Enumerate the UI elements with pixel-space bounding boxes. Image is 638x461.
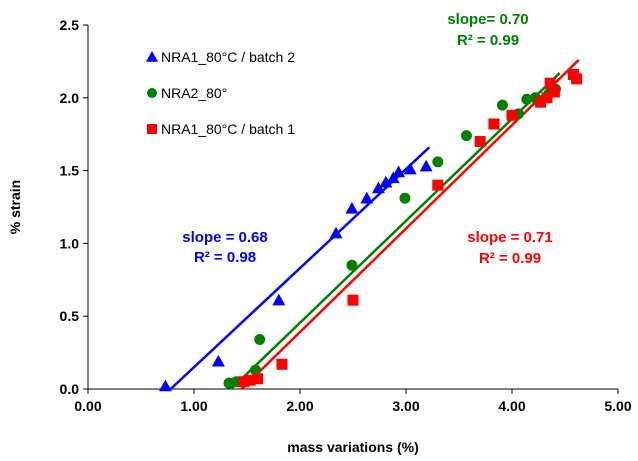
legend: NRA1_80°C / batch 2 NRA2_80° NRA1_80°C /… — [146, 49, 295, 137]
circle-marker — [254, 333, 266, 345]
legend-marker-triangle — [146, 51, 158, 62]
legend-marker-circle — [147, 88, 157, 98]
y-tick-label: 2.0 — [60, 90, 80, 106]
x-tick-label: 3.00 — [392, 398, 419, 414]
legend-item-batch1: NRA1_80°C / batch 1 — [147, 121, 295, 137]
y-axis-title: % strain — [7, 180, 23, 234]
axis-ticks: 0.00 1.00 2.00 3.00 4.00 5.00 0.0 0.5 1.0 1.5 2.0 2… — [60, 17, 632, 414]
circle-marker — [346, 259, 358, 271]
y-tick-label: 1.5 — [60, 163, 80, 179]
square-marker — [474, 135, 486, 147]
circle-marker — [249, 364, 261, 376]
circle-marker — [496, 99, 508, 111]
y-tick-label: 0.5 — [60, 308, 80, 324]
annotation-slope-batch2: slope = 0.68 — [182, 229, 267, 246]
y-tick-label: 1.0 — [60, 235, 80, 251]
triangle-marker — [272, 293, 286, 306]
fit-line — [169, 146, 431, 390]
legend-item-nra2: NRA2_80° — [147, 85, 227, 101]
legend-item-batch2: NRA1_80°C / batch 2 — [146, 49, 295, 65]
circle-marker — [460, 130, 472, 142]
legend-label: NRA1_80°C / batch 2 — [161, 49, 295, 65]
square-marker — [238, 376, 250, 388]
square-marker — [535, 96, 547, 108]
x-axis-title: mass variations (%) — [287, 439, 419, 455]
x-tick-label: 2.00 — [286, 398, 313, 414]
plot-area — [87, 25, 618, 390]
square-marker — [544, 77, 556, 89]
circle-marker — [521, 93, 533, 105]
data-points — [158, 69, 583, 392]
triangle-marker — [392, 165, 406, 178]
triangle-marker — [379, 175, 393, 188]
y-tick-label: 0.0 — [60, 381, 80, 397]
annotation-slope-batch1: slope = 0.71 — [467, 229, 552, 246]
legend-label: NRA1_80°C / batch 1 — [161, 121, 295, 137]
fit-line — [240, 59, 580, 390]
square-marker — [252, 373, 264, 385]
square-marker — [244, 374, 256, 386]
legend-label: NRA2_80° — [161, 85, 227, 101]
square-marker — [432, 179, 444, 191]
square-marker — [506, 109, 518, 121]
fit-line — [230, 72, 561, 390]
triangle-marker — [345, 201, 359, 214]
annotation-r2-batch1: R² = 0.99 — [479, 250, 541, 267]
x-tick-label: 5.00 — [604, 398, 631, 414]
square-marker — [548, 86, 560, 98]
square-marker — [571, 73, 583, 85]
annotations: slope = 0.68 R² = 0.98 slope= 0.70 R² = … — [182, 11, 552, 267]
triangle-marker — [211, 354, 225, 367]
x-tick-label: 4.00 — [498, 398, 525, 414]
x-tick-label: 0.00 — [74, 398, 101, 414]
square-marker — [488, 118, 500, 130]
square-marker — [276, 358, 288, 370]
annotation-r2-nra2: R² = 0.99 — [457, 32, 519, 49]
triangle-marker — [360, 191, 374, 204]
triangle-marker — [158, 379, 172, 392]
legend-marker-square — [147, 124, 157, 134]
annotation-r2-batch2: R² = 0.98 — [194, 249, 256, 266]
circle-marker — [432, 156, 444, 168]
triangle-marker — [403, 162, 417, 175]
triangle-marker — [419, 159, 433, 172]
x-tick-label: 1.00 — [180, 398, 207, 414]
triangle-marker — [329, 226, 343, 239]
square-marker — [347, 294, 359, 306]
triangle-marker — [371, 181, 385, 194]
y-tick-label: 2.5 — [60, 17, 80, 33]
square-marker — [541, 92, 553, 104]
annotation-slope-nra2: slope= 0.70 — [447, 11, 528, 28]
circle-marker — [399, 192, 411, 204]
